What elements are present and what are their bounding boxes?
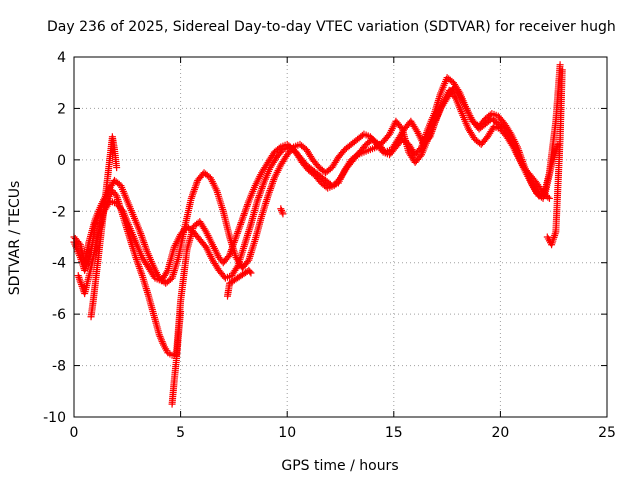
- data-point-marker: [156, 332, 164, 340]
- data-point-marker: [157, 334, 165, 342]
- series-segment-spikes: [87, 66, 566, 408]
- y-tick-label: 2: [57, 101, 66, 117]
- data-point-marker: [558, 66, 566, 74]
- series-track-c: [74, 86, 562, 298]
- chart-title: Day 236 of 2025, Sidereal Day-to-day VTE…: [47, 19, 616, 35]
- y-tick-label: -6: [52, 307, 66, 323]
- y-tick-labels: -10 -8 -6 -4 -2 0 2 4: [43, 50, 66, 426]
- x-tick-label: 5: [176, 425, 185, 441]
- x-tick-labels: 0 5 10 15 20 25: [70, 425, 616, 441]
- data-point-marker: [75, 239, 83, 247]
- data-point-marker: [113, 164, 121, 172]
- data-point-marker: [545, 194, 553, 202]
- y-tick-label: -2: [52, 204, 66, 220]
- x-axis-label: GPS time / hours: [281, 458, 398, 474]
- y-tick-label: 0: [57, 153, 66, 169]
- data-point-marker: [177, 308, 185, 316]
- x-tick-label: 0: [70, 425, 79, 441]
- y-tick-label: -4: [52, 256, 66, 272]
- data-point-marker: [506, 128, 514, 136]
- plot-area-border: [73, 56, 608, 418]
- data-point-marker: [277, 205, 285, 213]
- data-point-marker: [247, 269, 255, 277]
- data-point-marker: [163, 268, 171, 276]
- y-axis-label: SDTVAR / TECUs: [7, 181, 23, 296]
- data-point-marker: [279, 210, 287, 218]
- series-track-a: [70, 84, 553, 359]
- data-point-marker: [159, 339, 167, 347]
- data-point-marker: [278, 208, 286, 216]
- axis-ticks: [73, 56, 608, 418]
- y-tick-label: 4: [57, 50, 66, 66]
- y-tick-label: -10: [43, 410, 66, 426]
- data-point-marker: [278, 206, 286, 214]
- data-point-marker: [544, 193, 552, 201]
- data-point-marker: [246, 268, 254, 276]
- data-point-marker: [155, 331, 163, 339]
- data-point-marker: [556, 61, 564, 69]
- x-tick-label: 10: [278, 425, 296, 441]
- data-point-marker: [111, 190, 119, 198]
- data-point-marker: [201, 226, 209, 234]
- x-tick-label: 25: [598, 425, 616, 441]
- data-point-marker: [233, 263, 241, 271]
- x-tick-label: 20: [491, 425, 509, 441]
- x-tick-label: 15: [385, 425, 403, 441]
- data-series: [70, 61, 566, 408]
- data-point-marker: [157, 336, 165, 344]
- data-point-marker: [508, 141, 516, 149]
- y-tick-label: -8: [52, 359, 66, 375]
- data-point-marker: [158, 338, 166, 346]
- data-point-marker: [455, 87, 463, 95]
- data-point-marker: [412, 126, 420, 134]
